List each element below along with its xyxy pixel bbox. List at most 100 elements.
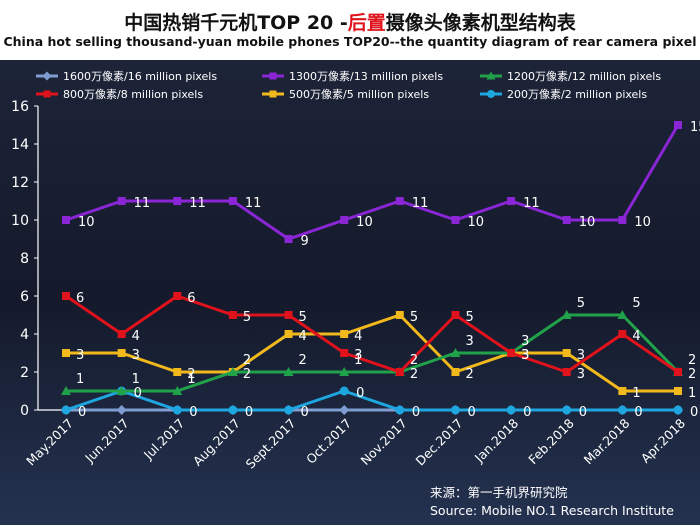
data-label: 10 bbox=[579, 215, 596, 230]
data-label: 15 bbox=[690, 120, 700, 135]
series-marker bbox=[284, 405, 294, 415]
data-label: 1 bbox=[187, 372, 195, 387]
x-tick-label: May.2017 bbox=[23, 416, 76, 469]
title-cn-prefix: 中国热销千元机TOP 20 - bbox=[124, 12, 348, 34]
series-marker bbox=[618, 216, 627, 224]
series-marker bbox=[450, 405, 460, 415]
series-marker bbox=[62, 216, 70, 224]
series-marker bbox=[451, 311, 460, 319]
data-label: 3 bbox=[76, 348, 84, 363]
series-marker bbox=[339, 405, 350, 415]
series-line bbox=[65, 124, 680, 241]
data-label: 0 bbox=[467, 405, 475, 420]
series-marker bbox=[228, 405, 238, 415]
data-label: 0 bbox=[523, 405, 531, 420]
legend-label: 200万像素/2 million pixels bbox=[507, 88, 647, 101]
series-marker bbox=[172, 386, 183, 395]
series-marker bbox=[62, 292, 70, 300]
y-tick-label: 12 bbox=[11, 175, 29, 191]
data-label: 5 bbox=[632, 296, 640, 311]
data-label: 4 bbox=[132, 329, 140, 344]
data-label: 0 bbox=[579, 405, 587, 420]
series-marker bbox=[340, 216, 349, 224]
series-marker bbox=[674, 368, 682, 376]
y-tick-label: 0 bbox=[20, 403, 29, 419]
series-line bbox=[65, 389, 678, 412]
title-cn-highlight: 后置 bbox=[347, 12, 386, 34]
series-marker bbox=[395, 368, 404, 376]
data-label: 11 bbox=[523, 196, 540, 211]
series-marker bbox=[42, 71, 52, 81]
series-marker bbox=[339, 367, 350, 376]
series-marker bbox=[228, 311, 237, 319]
series-marker bbox=[451, 368, 460, 376]
data-label: 2 bbox=[243, 367, 251, 382]
data-label: 1 bbox=[632, 386, 640, 401]
data-label: 0 bbox=[189, 405, 197, 420]
data-label: 0 bbox=[690, 405, 698, 420]
data-label: 3 bbox=[577, 367, 585, 382]
x-tick-label: Dec.2017 bbox=[413, 416, 466, 469]
data-label: 0 bbox=[412, 405, 420, 420]
title-area: 中国热销千元机TOP 20 -后置摄像头像素机型结构表 China hot se… bbox=[0, 0, 700, 60]
chart-title-en: China hot selling thousand-yuan mobile p… bbox=[3, 34, 697, 49]
y-tick-label: 8 bbox=[20, 251, 29, 267]
series-group bbox=[61, 121, 683, 415]
data-label: 4 bbox=[299, 329, 307, 344]
series-marker bbox=[618, 330, 627, 338]
series-marker bbox=[117, 349, 126, 357]
series-marker bbox=[561, 310, 572, 319]
series-marker bbox=[173, 197, 182, 205]
data-label: 0 bbox=[634, 405, 642, 420]
data-label: 2 bbox=[187, 367, 195, 382]
data-label: 3 bbox=[132, 348, 140, 363]
y-tick-label: 14 bbox=[11, 137, 29, 153]
series-marker bbox=[674, 387, 682, 395]
series-marker bbox=[117, 197, 126, 205]
series-marker bbox=[172, 405, 182, 415]
data-label: 11 bbox=[189, 196, 206, 211]
data-label: 3 bbox=[354, 348, 362, 363]
legend-label: 800万像素/8 million pixels bbox=[63, 88, 203, 101]
data-label: 11 bbox=[412, 196, 429, 211]
series-marker bbox=[395, 405, 405, 415]
legend-label: 1300万像素/13 million pixels bbox=[289, 70, 443, 83]
data-label: 5 bbox=[243, 310, 251, 325]
series-marker bbox=[395, 197, 404, 205]
series-line bbox=[66, 313, 678, 393]
y-tick-label: 4 bbox=[20, 327, 29, 343]
data-label: 4 bbox=[354, 329, 362, 344]
data-label: 1 bbox=[132, 372, 140, 387]
title-cn-suffix: 摄像头像素机型结构表 bbox=[385, 12, 576, 34]
data-label: 5 bbox=[577, 296, 585, 311]
series-marker bbox=[617, 405, 627, 415]
series-marker bbox=[269, 72, 277, 80]
chart-title-cn: 中国热销千元机TOP 20 -后置摄像头像素机型结构表 bbox=[0, 8, 700, 35]
series-marker bbox=[340, 330, 349, 338]
line-chart: 1600万像素/16 million pixels 1300万像素/13 mill… bbox=[11, 70, 700, 472]
series-marker bbox=[117, 330, 126, 338]
x-tick-label: Aug.2017 bbox=[190, 416, 243, 469]
series-marker bbox=[562, 405, 572, 415]
series-line bbox=[66, 313, 680, 393]
series-marker bbox=[451, 216, 460, 224]
x-tick-label: Jul.2017 bbox=[140, 416, 187, 463]
x-tick-label: Feb.2018 bbox=[525, 415, 577, 467]
data-label: 10 bbox=[356, 215, 373, 230]
legend-label: 500万像素/5 million pixels bbox=[289, 88, 429, 101]
data-label: 1 bbox=[354, 353, 362, 368]
series-marker bbox=[562, 368, 571, 376]
series-line bbox=[65, 294, 679, 374]
data-label: 0 bbox=[301, 405, 309, 420]
series-marker bbox=[61, 405, 71, 415]
data-label: 1 bbox=[76, 372, 84, 387]
series-marker bbox=[116, 405, 127, 415]
series-marker bbox=[173, 368, 182, 376]
series-marker bbox=[486, 71, 496, 80]
series-marker bbox=[228, 197, 237, 205]
data-label: 0 bbox=[78, 405, 86, 420]
source-cn: 来源：第一手机界研究院 bbox=[430, 485, 568, 500]
data-label: 3 bbox=[521, 348, 529, 363]
series-marker bbox=[487, 90, 495, 98]
